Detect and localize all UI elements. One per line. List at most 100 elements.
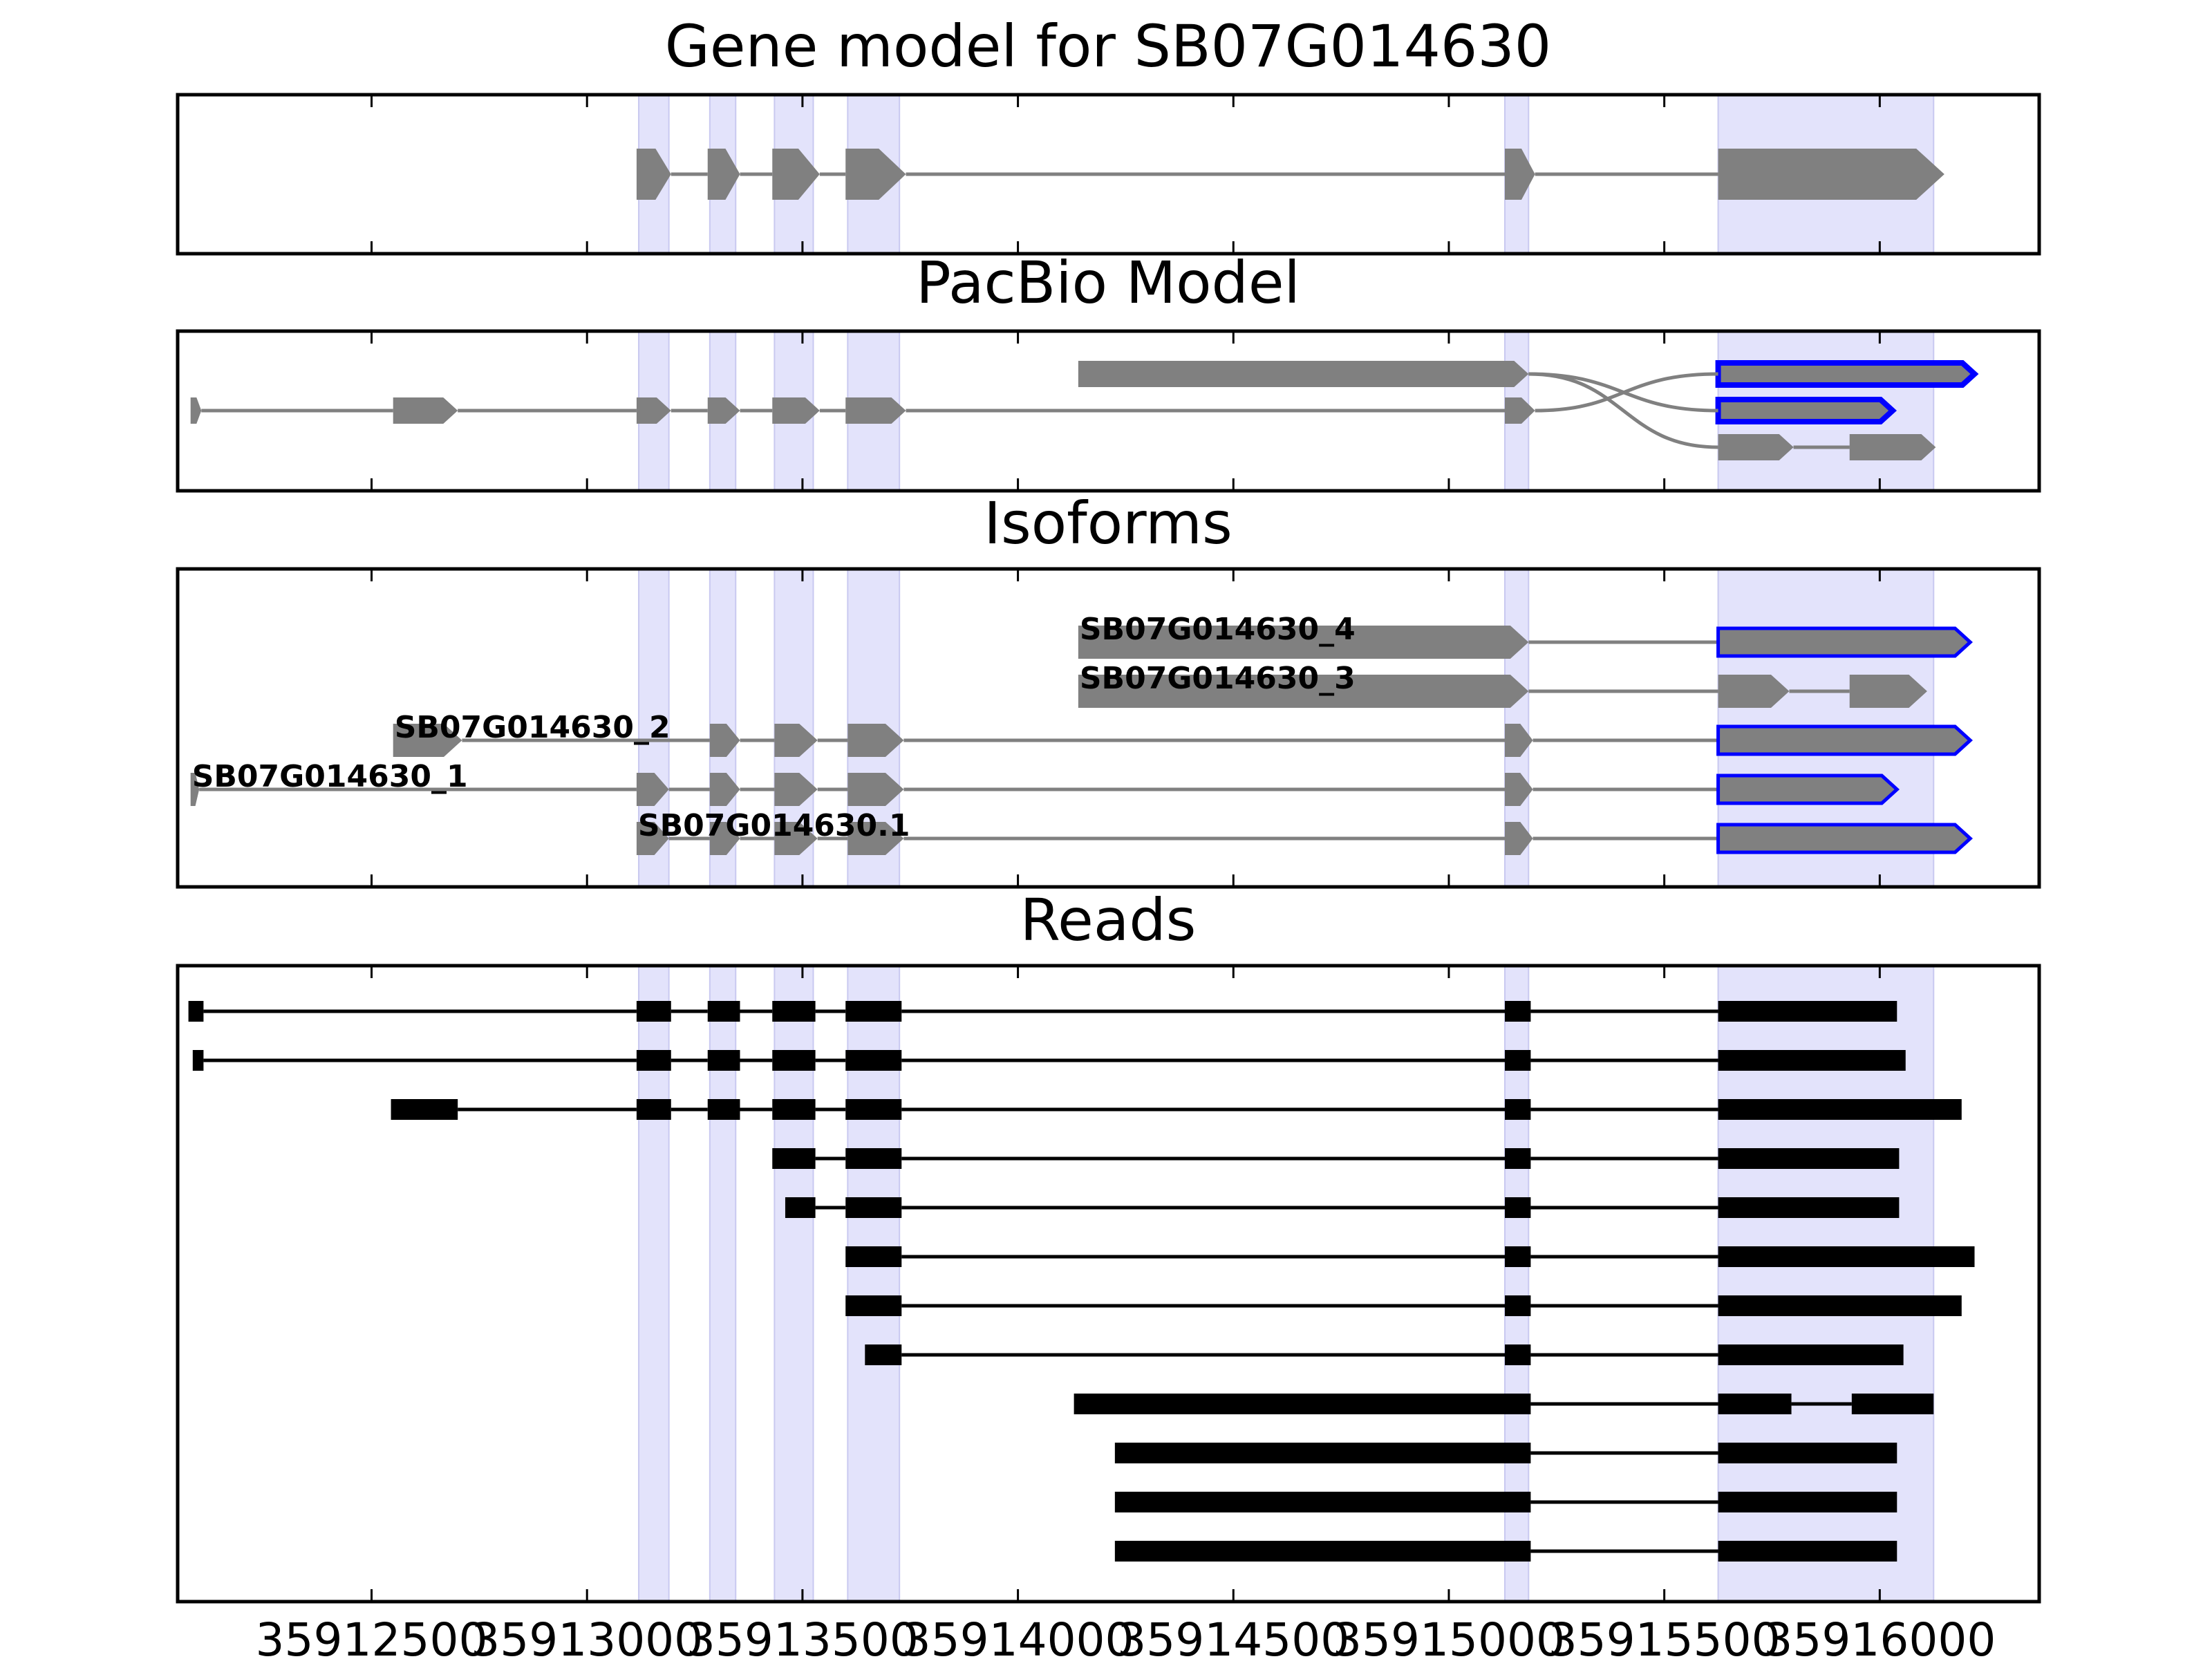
- read-block: [1114, 1443, 1531, 1463]
- read-block: [1851, 1394, 1934, 1414]
- read-block: [845, 1148, 902, 1169]
- read-block: [845, 1246, 902, 1267]
- read-block: [1718, 1443, 1897, 1463]
- read-block: [1505, 1050, 1531, 1071]
- x-tick-label: 35915000: [1333, 1613, 1565, 1659]
- exon-block: [707, 149, 740, 200]
- isoform-label: SB07G014630.1: [638, 808, 910, 843]
- read-block: [1718, 1001, 1897, 1022]
- exon-block: [393, 397, 458, 424]
- read-block: [707, 1050, 740, 1071]
- highlighted-exon: [1716, 626, 1973, 658]
- read-track: [1074, 1394, 1934, 1414]
- read-block: [1718, 1492, 1897, 1512]
- exon-block: [1078, 675, 1529, 708]
- highlighted-exon: [1716, 823, 1973, 854]
- exon-shading-band: [709, 965, 737, 1602]
- highlighted-exon: [1716, 724, 1973, 756]
- exon-block: [636, 822, 669, 855]
- read-block: [1718, 1394, 1792, 1414]
- exon-block: [1078, 626, 1529, 659]
- highlighted-exon: [1715, 397, 1897, 424]
- exon-block: [847, 724, 904, 757]
- transcript-track: [1718, 434, 1936, 460]
- read-block: [391, 1099, 458, 1120]
- axes-frame: [176, 567, 2041, 889]
- isoform-label: SB07G014630_2: [395, 710, 671, 745]
- exon-block: [847, 822, 904, 855]
- exon-block: [707, 397, 740, 424]
- isoform-label: SB07G014630_1: [192, 759, 468, 794]
- read-block: [1718, 1099, 1962, 1120]
- read-block: [772, 1099, 816, 1120]
- read-track: [1114, 1443, 1897, 1463]
- read-block: [785, 1197, 816, 1218]
- panel-gene-model: Gene model for SB07G014630: [176, 12, 2041, 256]
- read-track: [845, 1246, 1975, 1267]
- axes-frame: [176, 329, 2041, 493]
- read-block: [707, 1001, 740, 1022]
- exon-block: [636, 773, 669, 806]
- read-block: [1718, 1148, 1900, 1169]
- read-block: [1505, 1099, 1531, 1120]
- read-block: [1505, 1344, 1531, 1365]
- panel-title-gene-model: Gene model for SB07G014630: [665, 12, 1551, 80]
- read-track: [785, 1197, 1900, 1218]
- read-block: [188, 1001, 204, 1022]
- read-track: [772, 1148, 1900, 1169]
- read-block: [1505, 1001, 1531, 1022]
- exon-block: [1505, 822, 1533, 855]
- x-tick-label: 35914500: [1117, 1613, 1349, 1659]
- exon-block: [709, 724, 740, 757]
- exon-block: [774, 724, 818, 757]
- splice-connector: [1535, 372, 1718, 413]
- exon-block: [190, 397, 202, 424]
- transcript-track: SB07G014630.1: [636, 808, 1973, 855]
- read-block: [636, 1099, 671, 1120]
- read-block: [845, 1099, 902, 1120]
- exon-block: [709, 822, 740, 855]
- transcript-track: [636, 149, 1944, 200]
- read-block: [845, 1001, 902, 1022]
- panel-isoforms: Isoforms SB07G014630_4 SB07G014630_3 SB07G…: [176, 489, 2041, 889]
- x-tick-label: 35914000: [902, 1613, 1134, 1659]
- exon-block: [1505, 149, 1535, 200]
- x-tick-label: 35916000: [1763, 1613, 1996, 1659]
- exon-block: [190, 773, 200, 806]
- isoform-label: SB07G014630_4: [1080, 612, 1356, 647]
- read-block: [636, 1001, 671, 1022]
- axes-frame: [176, 93, 2041, 256]
- read-track: [192, 1050, 1906, 1071]
- read-block: [865, 1344, 902, 1365]
- read-track: [1114, 1492, 1897, 1512]
- read-block: [1505, 1246, 1531, 1267]
- transcript-track: SB07G014630_2: [393, 710, 1973, 757]
- exon-block: [1849, 434, 1936, 460]
- axes-frame: [176, 964, 2041, 1604]
- exon-block: [1718, 149, 1944, 200]
- read-block: [192, 1050, 204, 1071]
- read-block: [772, 1050, 816, 1071]
- x-tick-label: 35913000: [471, 1613, 703, 1659]
- exon-block: [772, 397, 820, 424]
- read-block: [1114, 1541, 1531, 1562]
- exon-block: [774, 822, 818, 855]
- exon-block: [709, 773, 740, 806]
- read-block: [845, 1197, 902, 1218]
- read-track: [391, 1099, 1962, 1120]
- read-block: [1718, 1295, 1962, 1316]
- exon-block: [636, 149, 671, 200]
- panel-title-pacbio-model: PacBio Model: [916, 249, 1300, 317]
- panel-title-isoforms: Isoforms: [984, 489, 1232, 557]
- x-axis-tick-labels: 3591250035913000359135003591400035914500…: [256, 1613, 1996, 1659]
- panel-reads: Reads: [176, 886, 2041, 1604]
- read-block: [772, 1148, 816, 1169]
- exon-block: [1505, 397, 1535, 424]
- exon-block: [1505, 724, 1533, 757]
- exon-block: [393, 724, 462, 757]
- read-block: [1718, 1050, 1906, 1071]
- read-block: [1114, 1492, 1531, 1512]
- splice-connector: [1528, 372, 1718, 449]
- panel-title-reads: Reads: [1020, 886, 1197, 954]
